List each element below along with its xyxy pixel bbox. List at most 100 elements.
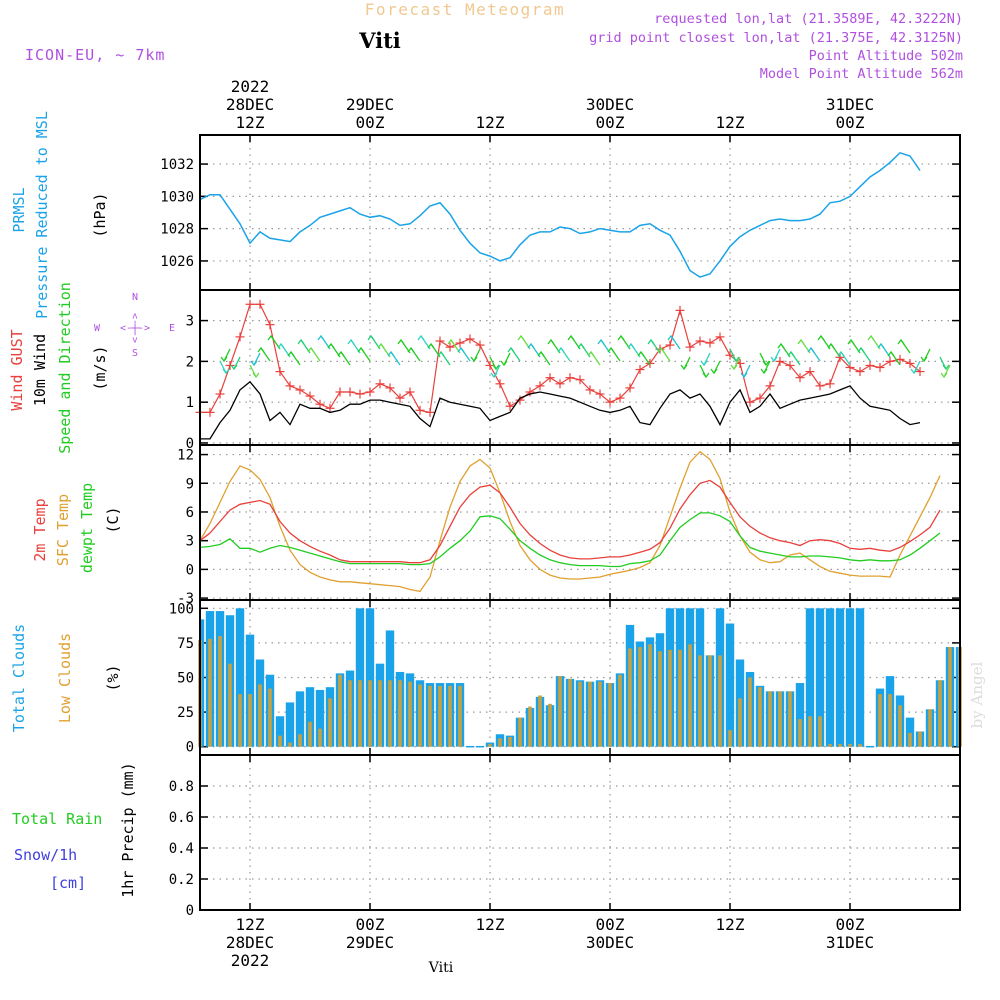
low-cloud-bar [938,680,942,747]
low-cloud-bar [368,680,372,747]
wind-direction-arrowhead [327,342,335,349]
wind-speed-line [200,380,921,440]
wind-direction-arrowhead [577,342,585,349]
top-date-label: 29DEC [346,95,394,114]
low-cloud-bar [628,648,632,747]
low-cloud-bar [358,680,362,747]
low-cloud-bar [668,649,672,747]
low-cloud-bar [268,688,272,747]
requested-coords: requested lon,lat (21.3589E, 42.3222N) [654,11,963,27]
wind-direction-arrowhead [547,338,555,345]
low-cloud-bar [418,684,422,747]
wind-direction-arrowhead [447,338,455,345]
total-cloud-bar [955,647,960,747]
dewpt-label: dewpt Temp [78,483,96,573]
wind-direction-arrowhead [457,346,465,353]
sfc-label: SFC Temp [54,494,72,566]
wind-direction-arrowhead [647,338,655,345]
low-cloud-bar [408,681,412,747]
y-tick-label: 1030 [160,189,194,205]
y-tick-label: 0 [186,903,194,919]
wind-direction-arrowhead [857,346,865,353]
total-cloud-bar [855,608,865,747]
total-cloud-bar [275,716,285,747]
point-altitude: Point Altitude 502m [809,48,963,64]
t2m-label: 2m Temp [31,498,49,561]
clouds-unit: (%) [104,664,122,691]
y-tick-label: 9 [186,476,194,492]
wind-direction-arrowhead [920,356,928,363]
top-date-label: 28DEC [226,95,274,114]
bottom-date-label: 29DEC [346,933,394,952]
wind-direction-arrowhead [762,360,770,367]
low-cloud-bar [638,647,642,747]
total-cloud-bar [815,608,825,747]
precip-frame [199,754,961,911]
top-hour-label: 12Z [476,113,505,132]
total-cloud-bar [795,683,805,747]
total-cloud-bar [200,619,205,747]
compass-arrows: <-|-> [120,323,150,334]
wind-direction-arrowhead [740,372,748,379]
total-cloud-bar [835,608,845,747]
wind-direction-arrowhead [397,338,405,345]
cm-label: [cm] [50,874,86,892]
rain-label: Total Rain [12,810,102,828]
wind-direction-arrowhead [230,364,238,371]
total-cloud-bar [235,608,245,747]
y-tick-label: -3 [177,591,194,607]
y-tick-label: 12 [177,448,194,464]
y-tick-label: 1 [186,395,194,411]
y-tick-label: 0.2 [169,872,194,888]
clouds-panel: 0 25 50 75 100 [169,599,962,756]
gust-label: Wind GUST [8,329,26,410]
total-cloud-bar [805,608,815,747]
low-cloud-bar [658,651,662,747]
wind-direction-arrowhead [587,350,595,357]
low-cloud-bar [788,691,792,747]
y-tick-label: 1026 [160,254,194,270]
low-cloud-bar [398,680,402,747]
snow-label: Snow/1h [14,846,77,864]
low-cloud-bar [448,685,452,747]
low-cloud-bar [908,732,912,747]
low-cloud-bar [738,698,742,747]
wind-direction-arrowhead [637,350,645,357]
compass-vertical: <-|-> [130,313,141,343]
low-cloud-bar [558,676,562,747]
wind-direction-arrowhead [910,368,918,375]
wind-direction-arrowhead [500,360,508,367]
y-tick-label: 0.8 [169,779,194,795]
wind-direction-arrowhead [807,346,815,353]
wind-direction-arrowhead [427,342,435,349]
y-tick-label: 3 [186,314,194,330]
low-cloud-bar [878,694,882,747]
super-title: Forecast Meteogram [365,0,565,19]
low-cloud-bar [758,687,762,747]
total-clouds-label: Total Clouds [10,624,28,732]
wind-direction-arrowhead [877,342,885,349]
wind-direction-arrowhead [470,356,478,363]
wind-direction-arrowhead [607,346,615,353]
top-hour-label: 00Z [836,113,865,132]
temp-frame [199,444,961,601]
pressure-unit: (hPa) [91,192,109,237]
pressure-sub-label: Pressure Reduced to MSL [33,111,51,319]
total-cloud-bar [825,608,835,747]
total-cloud-bar [315,689,325,747]
top-hour-label: 00Z [596,113,625,132]
wind-direction-arrowhead [770,356,778,363]
bottom-year-label: 2022 [231,951,270,970]
bottom-date-label: 30DEC [586,933,634,952]
precip-panel: 0 0.2 0.4 0.6 0.8 [169,754,961,919]
wind-direction-arrowhead [387,350,395,357]
low-cloud-bar [288,742,292,747]
y-tick-label: 1028 [160,222,194,238]
total-cloud-bar [295,691,305,747]
wind-direction-arrowhead [437,350,445,357]
low-cloud-bar [748,677,752,747]
low-cloud-bar [928,709,932,747]
